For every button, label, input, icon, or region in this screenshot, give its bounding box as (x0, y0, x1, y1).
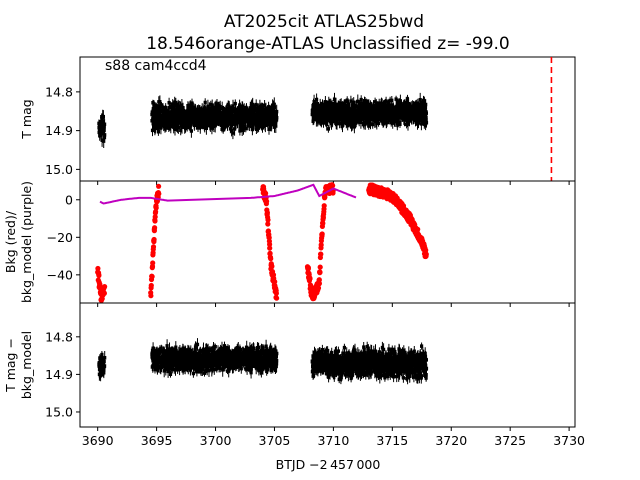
xtick-label: 3725 (494, 433, 526, 448)
bkg-point (305, 265, 311, 271)
bkg-point (101, 290, 107, 296)
bkg-point (265, 221, 271, 227)
ylabel-middle-line1: Bkg (red)/ (3, 210, 18, 273)
bkg-point (318, 251, 324, 257)
bkg-point (96, 272, 102, 279)
xtick-label: 3715 (376, 433, 408, 448)
bkg-point (316, 277, 322, 283)
bkg-point (264, 198, 270, 204)
panel-bottom-tmag-minus-bkg: 14.8 14.9 15.0 T mag − bkg_model 3690 3695 3700… (3, 302, 585, 448)
bkg-point (315, 285, 322, 291)
bkg-point (152, 225, 158, 231)
bkg-model-line (99, 183, 357, 205)
bkg-point (423, 247, 429, 253)
bkg-point (330, 183, 336, 189)
data-points-bottom-seg1 (150, 342, 279, 376)
bkg-point (150, 260, 156, 266)
bkg-point (150, 244, 157, 250)
xtick-label: 3720 (435, 433, 467, 448)
ytick-label: 14.8 (45, 84, 73, 99)
bkg-point (265, 217, 271, 223)
xtick-label: 3730 (553, 433, 585, 448)
bkg-point (320, 220, 326, 226)
bkg-point (272, 279, 278, 285)
bkg-point (95, 265, 101, 272)
bkg-point (148, 293, 154, 299)
sector-camera-annotation: s88 cam4ccd4 (105, 58, 207, 74)
bkg-point (148, 282, 154, 289)
xtick-label: 3690 (82, 433, 114, 448)
xtick-label: 3705 (259, 433, 291, 448)
bkg-point (153, 205, 159, 211)
bkg-point (149, 274, 155, 280)
plot-area-top (97, 92, 429, 148)
bkg-point (151, 236, 157, 243)
data-points-bottom-seg0 (97, 352, 107, 378)
bkg-point (156, 183, 162, 189)
bkg-point (317, 264, 323, 270)
xtick-label: 3695 (141, 433, 173, 448)
data-points-top-seg1 (150, 99, 279, 135)
bkg-point (273, 290, 279, 296)
panel-top-tmag: 14.8 14.9 15.0 T mag (19, 56, 576, 185)
bkg-point (267, 241, 273, 247)
xtick-label: 3700 (200, 433, 232, 448)
bkg-point (318, 242, 324, 248)
bkg-point (319, 231, 325, 237)
ytick-label: −20 (47, 230, 73, 245)
bkg-point (317, 269, 323, 275)
plot-area-bottom (97, 338, 429, 385)
bkg-point (307, 276, 313, 282)
bkg-point (321, 203, 327, 209)
ytick-label: 14.8 (45, 329, 73, 344)
bkg-point (415, 226, 421, 232)
axes-frame-bottom (79, 302, 576, 428)
bkg-point (316, 280, 322, 287)
ylabel-bottom-line2: bkg_model (19, 331, 34, 399)
ytick-label: 15.0 (45, 162, 73, 177)
ylabel-middle-line2: bkg_model (purple) (19, 181, 34, 303)
bkg-point (268, 256, 274, 262)
ytick-label: 15.0 (45, 404, 73, 419)
bkg-point (264, 210, 270, 216)
ytick-label: 14.9 (45, 123, 73, 138)
bkg-point (152, 218, 158, 224)
panel-middle-background: 0 −20 −40 Bkg (red)/bkg_model (purple) (3, 180, 576, 307)
ytick-label: −40 (47, 267, 73, 282)
ylabel-top: T mag (19, 99, 34, 139)
data-points-bottom-seg2 (310, 344, 429, 382)
figure-title-line1: AT2025cit ATLAS25bwd (224, 12, 424, 32)
ytick-label: 14.9 (45, 367, 73, 382)
bkg-point (423, 251, 429, 257)
data-points-top-seg0 (97, 114, 107, 143)
bkg-point (269, 263, 275, 269)
ylabel-bottom-line1: T mag − (3, 338, 18, 393)
ytick-label: 0 (65, 192, 73, 207)
bkg-point (156, 191, 162, 197)
bkg-point (152, 214, 158, 220)
x-axis-label: BTJD −2 457 000 (276, 457, 381, 472)
figure-title-line2: 18.546orange-ATLAS Unclassified z= -99.0 (146, 34, 510, 54)
bkg-point (102, 284, 108, 290)
bkg-point (274, 295, 280, 301)
plot-area-middle (95, 182, 429, 303)
bkg-point (267, 245, 273, 251)
xtick-label: 3710 (317, 433, 349, 448)
data-points-top-seg2 (310, 97, 429, 131)
bkg-point (267, 250, 273, 256)
